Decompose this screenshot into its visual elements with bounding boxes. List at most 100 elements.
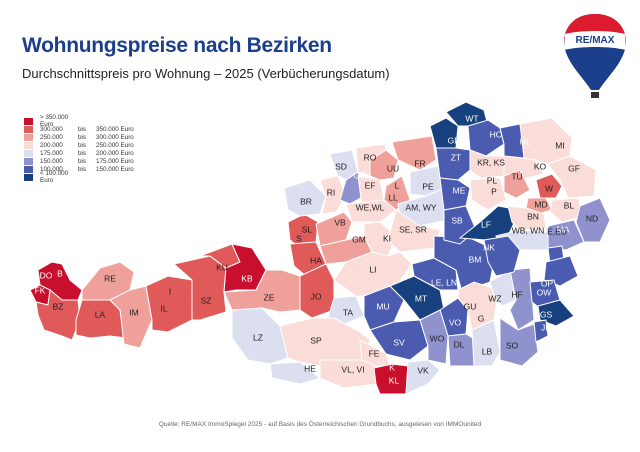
svg-text:SD: SD [335,161,347,171]
svg-text:LL: LL [388,192,398,202]
svg-text:AM, WY: AM, WY [405,202,436,212]
district-IL[interactable] [145,275,193,333]
svg-text:JO: JO [311,291,322,301]
district-VK[interactable] [405,359,441,395]
svg-text:JE: JE [541,322,551,332]
svg-text:SB: SB [451,215,463,225]
svg-text:IL: IL [160,303,167,313]
district-JE[interactable] [533,319,549,343]
svg-text:BM: BM [469,254,482,264]
district-WE,WL[interactable] [345,199,397,223]
district-BN[interactable] [507,205,547,231]
district-TA[interactable] [327,295,365,327]
legend-item: 175.000 bis 200.000 Euro [24,149,136,157]
svg-text:RE: RE [104,273,116,283]
svg-text:ME: ME [453,185,466,195]
svg-text:P: P [491,186,497,196]
svg-text:BR: BR [300,196,312,206]
svg-text:UU: UU [387,163,399,173]
svg-text:GF: GF [568,163,580,173]
district-LZ[interactable] [231,307,289,365]
district-LB[interactable] [471,319,501,367]
district-ME[interactable] [439,177,471,211]
svg-text:PL: PL [487,175,498,185]
svg-text:HF: HF [511,289,522,299]
district-OP[interactable] [543,255,579,287]
svg-text:SO: SO [506,340,519,350]
svg-text:BL: BL [564,200,575,210]
district-BR[interactable] [283,179,327,217]
svg-text:LF: LF [481,219,491,229]
district-GS[interactable] [537,299,575,327]
district-W[interactable] [535,173,563,199]
legend-item: 100.000 bis 150.000 Euro [24,165,136,173]
svg-text:FR: FR [414,158,425,168]
district-BL[interactable] [549,197,585,223]
legend-item: 300.000 bis 350.000 Euro [24,125,136,133]
svg-text:MU: MU [376,301,389,311]
svg-text:GS: GS [540,309,553,319]
source-note: Quelle: RE/MAX ImmoSpiegel 2025 - auf Ba… [158,421,482,428]
legend-item: 150.000 bis 175.000 Euro [24,157,136,165]
district-VB[interactable] [315,211,353,247]
svg-text:MA: MA [557,224,570,234]
district-NK[interactable] [483,235,521,277]
page-subtitle: Durchschnittspreis pro Wohnung – 2025 (V… [22,66,390,81]
svg-text:PE: PE [422,181,434,191]
svg-text:LZ: LZ [253,332,263,342]
district-GR[interactable] [339,171,365,205]
page-title: Wohnungspreise nach Bezirken [22,34,332,57]
svg-text:BN: BN [527,211,539,221]
svg-text:S: S [296,233,302,243]
svg-text:VL, VI: VL, VI [341,364,364,374]
district-FR[interactable] [391,135,437,171]
district-HE[interactable] [269,361,322,385]
svg-text:MD: MD [534,199,547,209]
svg-text:W: W [545,183,553,193]
svg-text:VO: VO [449,317,462,327]
svg-text:WT: WT [465,113,478,123]
district-WO[interactable] [419,309,449,365]
svg-text:WZ: WZ [488,293,501,303]
legend-item: < 100.000 Euro [24,170,136,184]
district-GF[interactable] [547,155,597,199]
district-PL[interactable] [469,177,507,211]
svg-text:VK: VK [417,365,429,375]
svg-text:NK: NK [483,242,495,252]
svg-text:DO: DO [40,270,53,280]
svg-text:MT: MT [415,293,427,303]
svg-text:KL: KL [389,375,400,385]
svg-text:HO: HO [490,129,503,139]
district-E,EU[interactable] [547,219,585,251]
district-IM[interactable] [109,285,153,349]
legend: > 350.000 Euro 300.000 bis 350.000 Euro 25… [24,114,136,184]
svg-text:SV: SV [393,337,405,347]
svg-text:HA: HA [310,255,322,265]
svg-text:B: B [57,268,63,278]
svg-text:GR: GR [354,170,367,180]
svg-text:SZ: SZ [201,295,212,305]
svg-text:SE, SR: SE, SR [399,224,427,234]
district-ND[interactable] [575,197,611,243]
legend-item: 200.000 bis 250.000 Euro [24,141,136,149]
svg-text:G: G [478,313,485,323]
svg-text:GD: GD [448,135,461,145]
remax-balloon-logo: RE/MAX [564,14,626,98]
svg-text:SP: SP [310,335,322,345]
svg-text:ZT: ZT [451,152,461,162]
district-UU[interactable] [369,149,399,181]
svg-text:GU: GU [464,301,477,311]
svg-text:LE, LN: LE, LN [431,277,457,287]
svg-text:KB: KB [241,273,253,283]
svg-text:FE: FE [369,348,380,358]
district-SO[interactable] [499,317,539,367]
svg-text:K: K [389,362,395,372]
svg-text:WO: WO [430,333,445,343]
svg-text:LI: LI [369,264,376,274]
district-KB[interactable] [223,243,267,293]
svg-text:KO: KO [534,161,547,171]
district-GD[interactable] [429,117,459,149]
district-TU[interactable] [503,169,531,199]
